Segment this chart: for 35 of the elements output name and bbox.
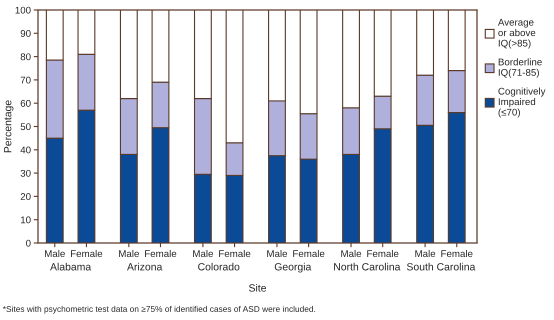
- x-tick-label: Female: [219, 250, 250, 258]
- y-tick-label: 100: [16, 6, 31, 14]
- y-tick-label: 40: [20, 146, 31, 154]
- x-tick-label: Male: [415, 250, 436, 258]
- y-tick-label: 60: [20, 100, 31, 107]
- y-tick-label: 10: [20, 216, 31, 224]
- text: Arizona: [127, 262, 162, 270]
- legend-label: Average or above IQ(>85): [498, 18, 536, 49]
- legend-label: Borderline IQ(71-85): [498, 58, 542, 78]
- y-axis-title: Percentage: [4, 100, 14, 152]
- x-tick-label: Female: [293, 250, 324, 258]
- y-tick-label: 20: [20, 193, 31, 200]
- x-tick-label: Female: [145, 250, 176, 258]
- y-tick-label: 50: [20, 123, 31, 130]
- y-tick-label: 0: [26, 240, 31, 247]
- text: Alabama: [50, 262, 92, 270]
- text: Georgia: [274, 262, 312, 273]
- x-tick-label: Male: [45, 250, 65, 258]
- y-tick-label: 70: [20, 76, 31, 84]
- x-axis-title: Site: [249, 284, 266, 292]
- text: North Carolina: [334, 262, 400, 270]
- x-tick-label: Male: [193, 250, 214, 258]
- y-tick-label: 90: [20, 30, 31, 37]
- y-tick-label: 80: [20, 53, 31, 60]
- legend-label: Cognitively Impaired (≤70): [498, 88, 546, 118]
- text: South Carolina: [406, 262, 476, 270]
- x-tick-label: Female: [71, 250, 102, 258]
- x-tick-label: Male: [341, 250, 362, 258]
- text: *Sites with psychometric test data on ≥75% of identified cases of ASD were included.: [2, 306, 316, 314]
- x-tick-label: Female: [367, 250, 398, 258]
- text: Colorado: [198, 262, 240, 270]
- x-tick-label: Male: [267, 250, 288, 258]
- x-tick-label: Male: [119, 250, 139, 258]
- y-tick-label: 30: [20, 170, 31, 177]
- x-tick-label: Female: [441, 250, 473, 258]
